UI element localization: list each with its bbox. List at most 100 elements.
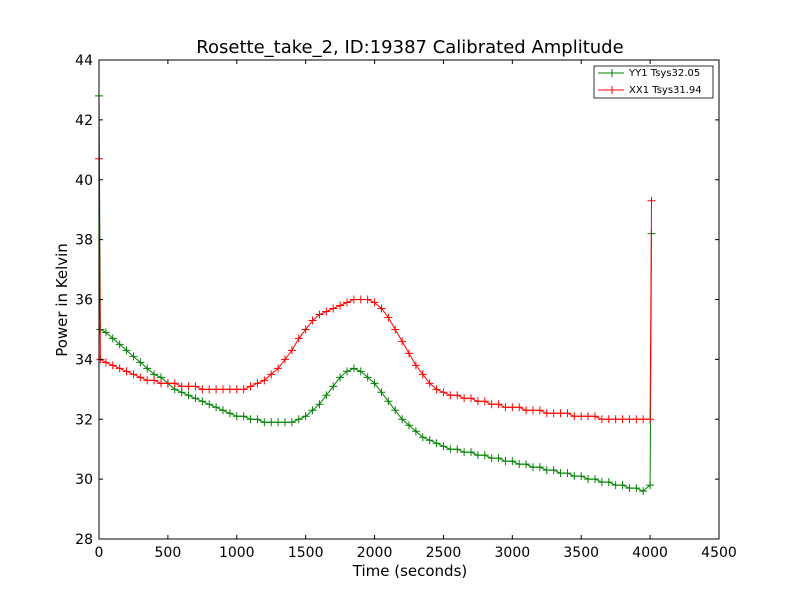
series-0-point <box>322 391 331 400</box>
series-1-point <box>405 349 413 358</box>
series-0-point <box>501 457 510 466</box>
series-1-point <box>508 403 517 412</box>
series-0-point <box>232 412 241 421</box>
x-tick-label: 4500 <box>701 545 737 561</box>
ticks-layer: 0 500 1000 1500 2000 2500 3000 3500 4000 4500 28 30… <box>75 53 737 561</box>
series-0-point <box>391 406 400 415</box>
series-1-point <box>136 373 145 382</box>
series-1-point <box>473 397 482 406</box>
series-1-point <box>246 382 255 391</box>
series-1-point <box>384 313 393 322</box>
series-0-point <box>611 481 620 490</box>
series-0-point <box>136 358 145 367</box>
series-1-point <box>618 415 627 424</box>
series-1-point <box>253 379 262 388</box>
chart-title: Rosette_take_2, ID:19387 Calibrated Ampl… <box>196 37 623 58</box>
series-1-point <box>232 385 241 394</box>
series-1-point <box>143 376 152 385</box>
series-1-point <box>287 346 296 355</box>
series-0-point <box>597 478 606 487</box>
series-1-point <box>439 388 448 397</box>
series-1-point <box>522 406 531 415</box>
series-1-point <box>308 316 317 325</box>
series-1-point <box>563 409 572 418</box>
series-1-point <box>198 385 207 394</box>
series-1-point <box>363 295 372 304</box>
series-0-point <box>108 334 117 343</box>
series-1-point <box>529 406 537 415</box>
series-1-point <box>591 412 599 421</box>
series-0-point <box>577 472 586 481</box>
series-1-point <box>647 196 656 205</box>
series-1-point <box>542 409 551 418</box>
series-0-point <box>508 457 517 466</box>
series-0-point <box>487 454 496 463</box>
series-1-point <box>515 403 524 412</box>
series-0-point <box>398 415 407 424</box>
series-1-point <box>157 379 165 388</box>
series-0-point <box>274 418 283 427</box>
series-1-point <box>129 370 138 379</box>
y-tick-label: 38 <box>75 233 93 249</box>
series-0-point <box>570 472 579 481</box>
series-1-point <box>294 334 303 343</box>
series-0-point <box>315 400 324 409</box>
series-0-point <box>184 391 193 400</box>
legend-marker-yy1 <box>607 69 617 77</box>
x-tick-label: 3500 <box>563 545 599 561</box>
legend: YY1 Tsys32.05 XX1 Tsys31.94 <box>593 65 714 99</box>
series-1-point <box>418 370 427 379</box>
series-1-point <box>570 412 579 421</box>
series-0-point <box>205 400 214 409</box>
series-0-point <box>584 475 593 484</box>
series-0-point <box>418 433 427 442</box>
series-1-point <box>336 301 345 310</box>
series-0-point <box>287 418 296 427</box>
series-0-point <box>329 382 338 391</box>
series-0-point <box>556 469 565 478</box>
series-1-point <box>460 394 469 403</box>
series-1-point <box>274 364 283 373</box>
series-1-point <box>343 298 351 307</box>
series-0-point <box>446 445 455 454</box>
series-0-point <box>542 466 551 475</box>
series-1-point <box>556 409 565 418</box>
x-tick-label: 2500 <box>426 545 462 561</box>
x-axis-title: Time (seconds) <box>352 562 468 580</box>
series-0-point <box>308 406 317 415</box>
series-0-point <box>515 460 524 469</box>
series-1-point <box>301 325 310 334</box>
series-1-point <box>356 295 365 304</box>
series-0-point <box>198 397 207 406</box>
series-0-point <box>480 451 489 460</box>
y-tick-label: 44 <box>75 53 93 69</box>
series-1-point <box>101 358 110 367</box>
series-1-point <box>163 379 172 388</box>
series-1-point <box>377 304 386 313</box>
series-1-point <box>639 415 648 424</box>
series-0-point <box>618 481 627 490</box>
series-0-point <box>212 403 221 412</box>
series-1-point <box>260 376 269 385</box>
series-0-point <box>246 415 255 424</box>
series-0-point <box>239 412 248 421</box>
series-0-point <box>356 367 365 376</box>
series-1-point <box>219 385 227 394</box>
x-tick-label: 1000 <box>219 545 255 561</box>
x-tick-label: 4000 <box>632 545 668 561</box>
legend-label-xx1: XX1 Tsys31.94 <box>629 85 702 96</box>
series-0-point <box>467 448 475 457</box>
series-0-point <box>143 364 152 373</box>
series-0-point <box>267 418 276 427</box>
series-1-point <box>184 382 193 391</box>
y-tick-label: 36 <box>75 293 93 309</box>
series-0-point <box>425 436 434 445</box>
series-0-point <box>439 442 448 451</box>
series-0-point <box>260 418 269 427</box>
y-tick-label: 42 <box>75 113 93 129</box>
series-1-point <box>212 385 221 394</box>
series-0-point <box>591 475 599 484</box>
series-0-point <box>604 478 613 487</box>
series-1-point <box>625 415 634 424</box>
